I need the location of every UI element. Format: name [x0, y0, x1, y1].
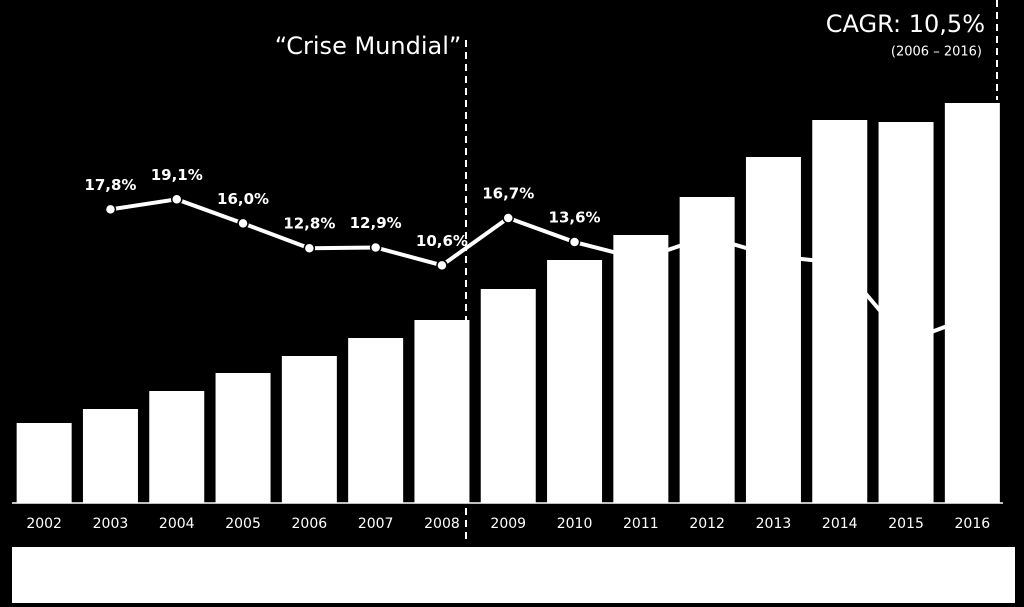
data-label: 13,6% — [549, 209, 601, 227]
footer-band — [12, 547, 1015, 603]
data-label: 10,6% — [416, 232, 468, 250]
bar — [16, 423, 72, 503]
data-label: 16,7% — [482, 184, 534, 202]
bar — [547, 260, 603, 503]
bar — [215, 373, 271, 503]
data-label: 17,8% — [84, 176, 136, 194]
annotation: (2006 – 2016) — [891, 45, 982, 60]
annotation: CAGR: 10,5% — [826, 10, 985, 38]
annotation: “Crise Mundial” — [275, 32, 462, 60]
bar — [878, 122, 934, 503]
data-label: 12,8% — [283, 215, 335, 233]
point — [171, 193, 183, 206]
x-tick-label: 2016 — [955, 516, 991, 532]
bar — [679, 197, 735, 503]
bar — [281, 356, 337, 503]
bar — [149, 391, 205, 503]
x-tick-label: 2006 — [292, 516, 328, 532]
point — [369, 241, 382, 254]
bar — [414, 320, 470, 503]
x-tick-label: 2005 — [225, 516, 261, 532]
x-tick-label: 2009 — [490, 516, 526, 532]
point — [502, 212, 514, 224]
data-label: 16,0% — [217, 190, 269, 208]
point — [303, 242, 316, 254]
bar — [812, 120, 868, 503]
bar — [348, 338, 404, 503]
bar — [745, 157, 801, 503]
bar — [613, 235, 669, 503]
point — [104, 203, 117, 216]
x-tick-label: 2013 — [756, 516, 792, 532]
point — [237, 217, 249, 230]
x-tick-label: 2012 — [689, 516, 725, 532]
x-tick-label: 2010 — [557, 516, 593, 532]
x-tick-label: 2003 — [93, 516, 129, 532]
x-tick-label: 2004 — [159, 516, 195, 532]
x-tick-label: 2007 — [358, 516, 394, 532]
x-tick-label: 2008 — [424, 516, 460, 532]
data-label: 19,1% — [151, 166, 203, 184]
bar — [480, 289, 536, 503]
bar — [82, 409, 138, 503]
bar — [944, 103, 1000, 503]
point — [568, 236, 581, 248]
x-tick-label: 2014 — [822, 516, 858, 532]
x-tick-label: 2015 — [888, 516, 924, 532]
data-label: 12,9% — [350, 214, 402, 232]
point — [436, 259, 448, 272]
x-tick-label: 2002 — [26, 516, 62, 532]
x-tick-label: 2011 — [623, 516, 659, 532]
